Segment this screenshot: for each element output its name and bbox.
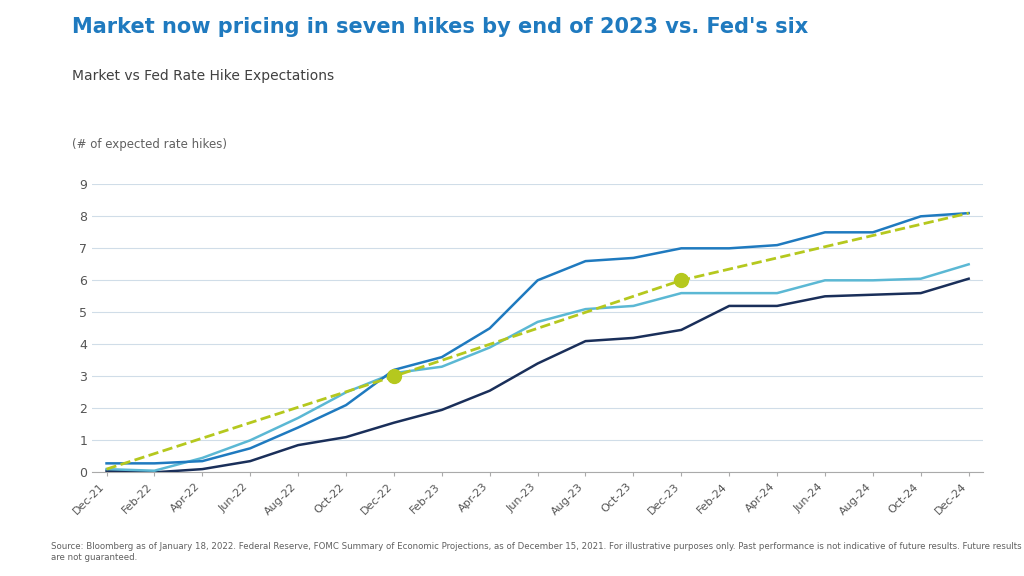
Text: (# of expected rate hikes): (# of expected rate hikes) bbox=[72, 138, 226, 151]
1/4/2022 bbox=[340, 389, 352, 396]
Point bbox=[386, 372, 402, 381]
Current bbox=[244, 445, 256, 452]
Point bbox=[673, 276, 689, 285]
Current bbox=[100, 460, 113, 467]
1/4/2022 bbox=[723, 290, 735, 297]
Fed bbox=[100, 465, 113, 472]
1/4/2022 bbox=[100, 465, 113, 472]
Current bbox=[771, 242, 783, 249]
11/4/2021 bbox=[100, 467, 113, 474]
Current bbox=[292, 424, 304, 431]
11/4/2021 bbox=[388, 419, 400, 426]
Current bbox=[435, 354, 447, 361]
11/4/2021 bbox=[197, 465, 209, 472]
1/4/2022 bbox=[244, 437, 256, 444]
Fed bbox=[675, 277, 687, 284]
Fed bbox=[963, 210, 975, 217]
1/4/2022 bbox=[435, 363, 447, 370]
Current bbox=[963, 210, 975, 217]
11/4/2021 bbox=[723, 302, 735, 309]
Current bbox=[675, 245, 687, 252]
1/4/2022 bbox=[866, 277, 879, 284]
11/4/2021 bbox=[148, 469, 161, 476]
Current bbox=[914, 213, 927, 220]
1/4/2022 bbox=[628, 302, 640, 309]
1/4/2022 bbox=[771, 290, 783, 297]
Current bbox=[197, 458, 209, 465]
Line: Fed: Fed bbox=[106, 213, 969, 469]
1/4/2022 bbox=[675, 290, 687, 297]
11/4/2021 bbox=[963, 275, 975, 282]
11/4/2021 bbox=[292, 442, 304, 449]
Line: Current: Current bbox=[106, 213, 969, 463]
Current bbox=[580, 257, 592, 264]
11/4/2021 bbox=[819, 293, 831, 300]
1/4/2022 bbox=[388, 370, 400, 377]
11/4/2021 bbox=[914, 290, 927, 297]
11/4/2021 bbox=[244, 458, 256, 465]
Current bbox=[340, 401, 352, 408]
1/4/2022 bbox=[531, 319, 544, 325]
11/4/2021 bbox=[435, 407, 447, 414]
Text: Source: Bloomberg as of January 18, 2022. Federal Reserve, FOMC Summary of Econo: Source: Bloomberg as of January 18, 2022… bbox=[51, 542, 1022, 562]
1/4/2022 bbox=[914, 275, 927, 282]
1/4/2022 bbox=[197, 454, 209, 461]
Current bbox=[628, 255, 640, 262]
11/4/2021 bbox=[866, 291, 879, 298]
11/4/2021 bbox=[771, 302, 783, 309]
Fed bbox=[388, 373, 400, 380]
Current bbox=[723, 245, 735, 252]
Current bbox=[388, 366, 400, 373]
Line: 1/4/2022: 1/4/2022 bbox=[106, 264, 969, 471]
1/4/2022 bbox=[819, 277, 831, 284]
11/4/2021 bbox=[580, 338, 592, 344]
1/4/2022 bbox=[580, 306, 592, 313]
1/4/2022 bbox=[148, 467, 161, 474]
11/4/2021 bbox=[483, 387, 496, 394]
Current bbox=[483, 325, 496, 332]
11/4/2021 bbox=[675, 327, 687, 334]
1/4/2022 bbox=[292, 415, 304, 422]
Current bbox=[148, 460, 161, 467]
1/4/2022 bbox=[963, 261, 975, 268]
Current bbox=[819, 229, 831, 236]
Current bbox=[531, 277, 544, 284]
11/4/2021 bbox=[628, 335, 640, 342]
11/4/2021 bbox=[531, 360, 544, 367]
Line: 11/4/2021: 11/4/2021 bbox=[106, 279, 969, 472]
Current bbox=[866, 229, 879, 236]
1/4/2022 bbox=[483, 344, 496, 351]
Text: Market now pricing in seven hikes by end of 2023 vs. Fed's six: Market now pricing in seven hikes by end… bbox=[72, 17, 808, 37]
11/4/2021 bbox=[340, 434, 352, 441]
Text: Market vs Fed Rate Hike Expectations: Market vs Fed Rate Hike Expectations bbox=[72, 69, 334, 83]
